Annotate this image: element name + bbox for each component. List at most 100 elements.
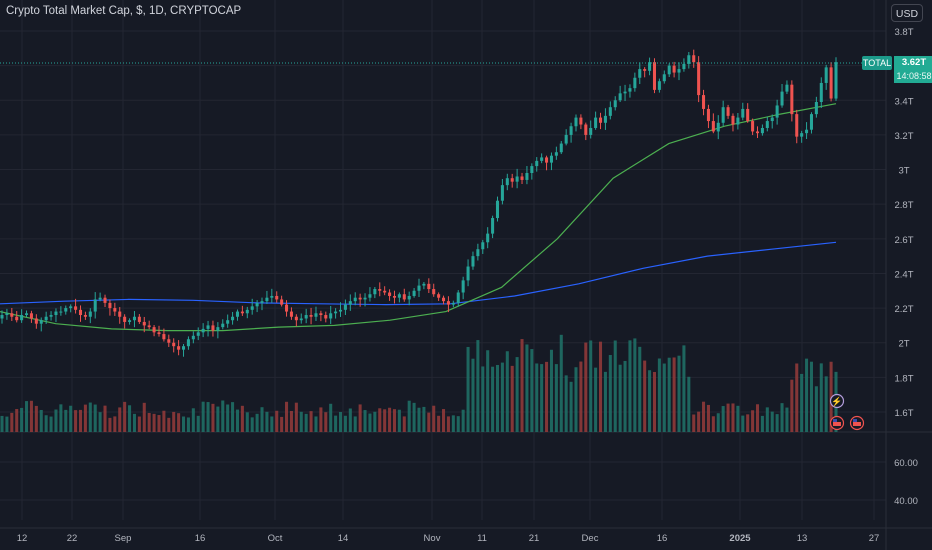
candle-body [711, 121, 715, 132]
svg-text:⚡: ⚡ [831, 396, 842, 408]
volume-bar [54, 409, 58, 432]
candle-body [275, 295, 279, 300]
candle-body [530, 166, 534, 174]
volume-bar [638, 346, 642, 432]
volume-bar [525, 344, 529, 432]
candle-body [456, 292, 460, 303]
candle-body [510, 178, 514, 182]
candle-body [829, 67, 833, 99]
volume-bar [530, 349, 534, 432]
candle-body [525, 173, 529, 180]
candle-body [755, 131, 760, 134]
candle-body [618, 93, 622, 101]
candle-body [697, 62, 701, 96]
candle-body [0, 315, 4, 319]
volume-bar [123, 401, 127, 432]
candle-body [795, 114, 799, 137]
volume-bar [442, 409, 446, 432]
time-tick-label: 16 [195, 533, 206, 544]
candle-body [437, 294, 441, 298]
time-tick-label: Dec [582, 533, 599, 544]
candle-body [118, 311, 122, 317]
candle-body [334, 311, 338, 314]
candle-body [564, 134, 568, 144]
candle-body [206, 325, 210, 329]
volume-bar [682, 345, 686, 432]
moving-average-line [0, 103, 837, 332]
volume-bar [29, 400, 33, 432]
candle-body [731, 115, 735, 125]
volume-bar [667, 357, 671, 432]
candle-body [123, 316, 127, 322]
candle-body [594, 117, 598, 128]
volume-bar [285, 401, 289, 432]
volume-bar [34, 405, 38, 432]
volume-bar [574, 367, 578, 432]
candle-body [98, 297, 102, 300]
candle-body [589, 127, 593, 135]
volume-bar [324, 412, 328, 432]
candle-body [780, 91, 784, 106]
candle-body [280, 299, 284, 305]
lightning-event-icon[interactable]: ⚡ [829, 393, 845, 409]
candle-body [643, 69, 647, 71]
candle-body [319, 313, 323, 316]
us-flag-event-icon[interactable] [829, 415, 845, 431]
candle-body [613, 100, 617, 108]
volume-bar [270, 416, 274, 432]
candle-body [368, 294, 372, 298]
candle-body [422, 283, 426, 286]
candle-body [245, 309, 249, 314]
volume-bar [594, 367, 598, 432]
us-flag-event-icon[interactable] [849, 415, 865, 431]
candle-body [682, 63, 686, 70]
volume-bar [500, 362, 504, 432]
candle-body [549, 155, 553, 163]
candle-body [687, 55, 691, 64]
candle-body [59, 311, 63, 313]
volume-bar [520, 339, 524, 432]
volume-bar [407, 400, 411, 432]
candle-body [628, 88, 632, 92]
volume-bar [765, 407, 769, 432]
volume-bar [790, 379, 794, 432]
candle-body [540, 157, 544, 161]
candle-body [672, 65, 676, 73]
candle-body [392, 295, 396, 298]
candle-body [427, 283, 431, 290]
candle-body [495, 200, 500, 219]
volume-bar [481, 366, 485, 432]
volume-bar [280, 416, 284, 432]
candle-body [177, 346, 181, 350]
candle-body [265, 297, 269, 302]
candle-body [162, 334, 166, 340]
volume-bar [657, 358, 661, 432]
event-markers[interactable]: ⚡ [829, 393, 865, 431]
time-tick-label: Oct [268, 533, 283, 544]
candle-body [69, 306, 73, 309]
candle-body [186, 339, 190, 347]
currency-button[interactable]: USD [891, 4, 923, 22]
volume-bar [559, 334, 563, 432]
oscillator-tick-label: 40.00 [894, 496, 918, 507]
candle-body [751, 121, 755, 132]
volume-bar [191, 408, 195, 432]
price-tick-label: 3.4T [894, 96, 913, 107]
volume-bar [206, 402, 210, 432]
candle-body [113, 308, 117, 312]
volume-bar [103, 405, 107, 432]
volume-bar [132, 413, 136, 432]
price-tick-label: 1.8T [894, 373, 913, 384]
volume-bar [304, 413, 308, 432]
volume-bar [93, 404, 97, 432]
volume-bar [618, 364, 622, 432]
last-price-value: 3.62T [894, 56, 932, 70]
volume-bar [363, 410, 367, 432]
price-tick-label: 2.4T [894, 269, 913, 280]
volume-bar [240, 405, 244, 432]
volume-bar [5, 416, 9, 432]
volume-bar [471, 358, 475, 432]
volume-bar [162, 410, 166, 432]
candle-body [809, 114, 813, 130]
